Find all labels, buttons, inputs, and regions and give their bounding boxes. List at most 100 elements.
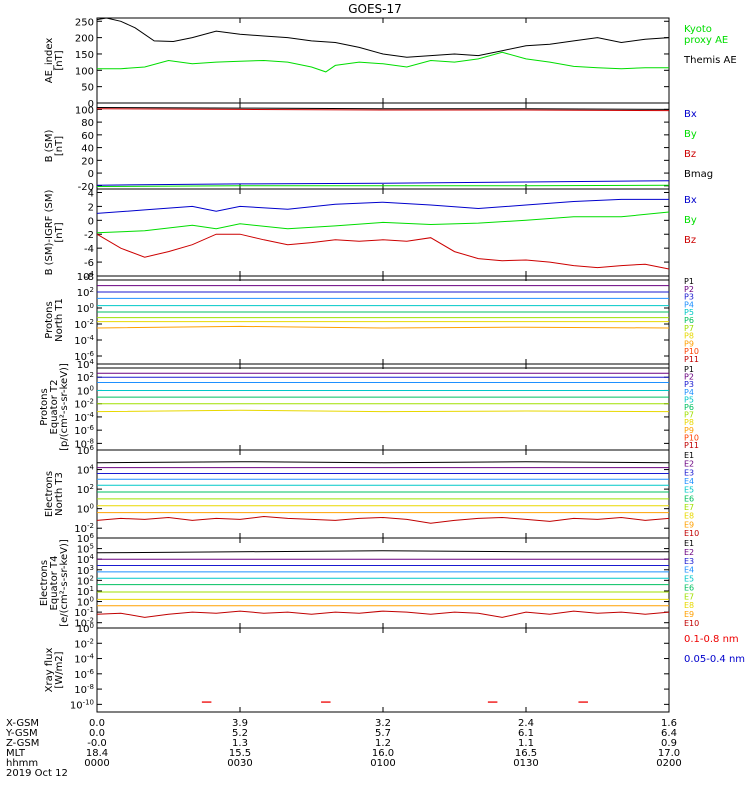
series-E1-line [96,461,670,464]
panel-4 [96,275,670,365]
x-row-value: 18.4 [86,748,108,759]
y-tick-label: 100 [77,302,94,315]
series-red-line [96,108,670,112]
series-red-line [96,233,670,270]
x-row-value: 0.0 [89,728,105,739]
series-P9-line [96,325,670,329]
series-black-line [96,107,670,110]
y-tick-label: 0 [88,99,94,110]
y-axis-label: Equator T4 [49,556,60,611]
y-tick-label: 103 [77,564,94,577]
series-blue-line [96,180,670,186]
x-row-value: 3.9 [232,718,248,729]
y-tick-label: 10-8 [74,437,94,450]
legend-entry: P10 [684,433,699,442]
y-axis-label: Equator T2 [49,380,60,435]
x-row-value: 16.0 [372,748,394,759]
y-tick-label: 50 [81,83,94,94]
legend-entry: Bz [684,235,696,246]
y-axis-label: Protons [44,301,55,338]
x-row-value: -0.0 [87,738,107,749]
y-tick-label: -4 [84,244,94,255]
y-axis-label: B (SM) [44,129,55,162]
x-row-value: 17.0 [658,748,680,759]
legend-entry: P10 [684,347,699,356]
series-green-line [96,211,670,234]
y-tick-label: 104 [77,464,95,477]
y-tick-label: 104 [77,358,95,371]
legend-entry: proxy AE [684,35,728,46]
y-axis-label: B (SM)-IGRF (SM) [44,190,55,276]
legend-entry: P1 [684,277,694,286]
legend-entry: E5 [684,486,694,495]
legend-entry: P2 [684,373,694,382]
panel-3 [96,188,670,277]
y-tick-label: 10-4 [74,653,94,666]
y-tick-label: 10-8 [74,683,94,696]
panel-5 [96,363,670,451]
legend-entry: Bz [684,149,696,160]
legend-entry: E6 [684,494,694,503]
panel-frame [96,17,670,104]
y-tick-label: 10-2 [74,398,94,411]
y-tick-label: 100 [75,66,94,77]
y-axis-label: Xray flux [44,648,55,693]
y-tick-label: 10-2 [74,637,94,650]
y-tick-label: 102 [77,483,94,496]
y-tick-label: 100 [77,596,94,609]
y-tick-label: 106 [77,532,95,545]
x-row-label: X-GSM [6,718,39,729]
legend-entry: E4 [684,566,694,575]
legend-entry: 0.1-0.8 nm [684,634,739,645]
y-tick-label: 60 [81,131,94,142]
y-axis-label: Protons [39,388,50,425]
legend-entry: E9 [684,610,694,619]
legend-entry: E2 [684,548,694,557]
y-axis-label: AE_index [44,38,55,84]
series-E1-line [96,550,669,554]
legend-entry: P5 [684,308,694,317]
y-axis-label: [nT] [54,50,65,70]
x-row-value: 0100 [370,758,395,769]
y-tick-label: 10-2 [74,318,94,331]
y-tick-label: 250 [75,17,94,28]
legend-entry: P11 [684,355,699,364]
legend-entry: E7 [684,503,694,512]
y-axis-label: North T3 [54,472,65,516]
y-tick-label: 102 [77,371,94,384]
x-row-value: 0200 [656,758,681,769]
x-row-value: 6.1 [518,728,534,739]
legend-entry: P4 [684,388,694,397]
panel-frame [96,275,670,365]
legend-entry: E7 [684,592,694,601]
legend-entry: E2 [684,460,694,469]
y-tick-label: 200 [75,34,94,45]
date-label: 2019 Oct 12 [6,768,68,779]
y-tick-label: 150 [75,50,94,61]
y-axis-label: Electrons [44,471,55,517]
y-tick-label: 10-4 [74,411,94,424]
x-row-value: 15.5 [229,748,251,759]
x-row-label: Y-GSM [5,728,38,739]
y-axis-label: [e/(cm²-s-sr-keV)] [59,539,70,627]
legend-entry: P2 [684,285,694,294]
legend-entry: P9 [684,339,694,348]
legend-entry: By [684,129,697,140]
legend-entry: E8 [684,601,694,610]
legend-entry: P3 [684,293,694,302]
y-tick-label: 104 [77,553,95,566]
series-green-line [96,184,670,187]
y-tick-label: 10-4 [74,334,94,347]
legend-entry: P6 [684,316,694,325]
legend-entry: P8 [684,332,694,341]
panel-8 [96,627,670,713]
y-axis-label: [W/m2] [54,651,65,688]
y-tick-label: 0 [88,216,94,227]
x-row-value: 3.2 [375,718,391,729]
x-row-value: 16.5 [515,748,537,759]
x-row-value: 0130 [513,758,538,769]
series-green-line [97,51,669,73]
x-row-label: hhmm [6,758,38,769]
panel-1 [96,17,670,104]
legend-entry: P7 [684,324,694,333]
